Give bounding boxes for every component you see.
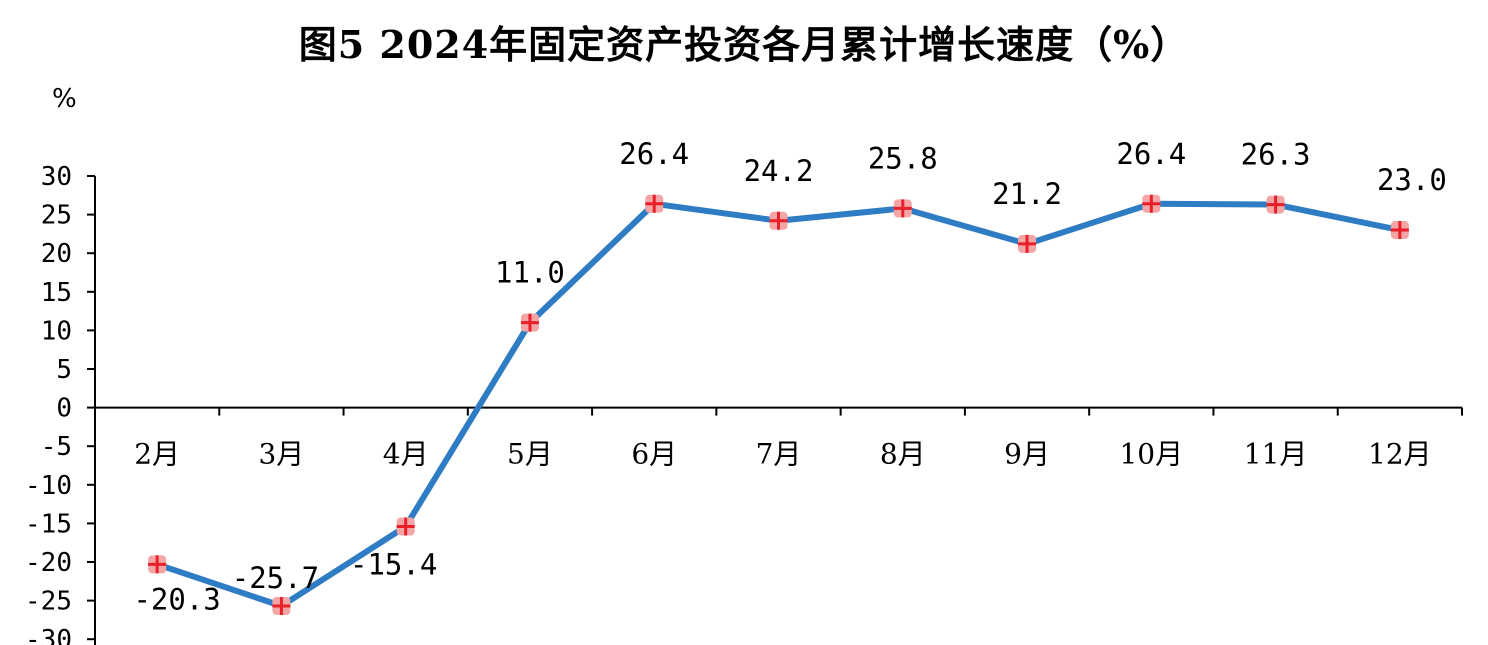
data-markers: [148, 194, 1409, 616]
data-label: 26.4: [619, 137, 689, 171]
data-point-marker: [1018, 234, 1037, 253]
y-tick-label: 5: [56, 355, 72, 385]
x-tick-label: 8月: [880, 438, 926, 471]
data-label: 26.4: [1116, 137, 1186, 171]
y-tick-label: -25: [25, 587, 72, 617]
data-point-marker: [1142, 194, 1161, 213]
x-tick-label: 9月: [1004, 438, 1050, 471]
data-label: 25.8: [868, 141, 938, 175]
data-label: -15.4: [350, 547, 437, 581]
y-tick-label: -5: [41, 432, 72, 462]
data-point-marker: [893, 199, 912, 218]
y-tick-label: -15: [25, 509, 72, 539]
x-tick-label: 3月: [258, 438, 304, 471]
data-label: -25.7: [232, 561, 319, 595]
data-point-marker: [148, 555, 167, 574]
data-point-marker: [1266, 195, 1285, 214]
x-tick-label: 7月: [756, 438, 802, 471]
y-tick-label: -20: [25, 548, 72, 578]
y-tick-label: -30: [25, 625, 72, 645]
data-point-marker: [769, 211, 788, 230]
data-label: 11.0: [495, 256, 565, 290]
data-label: 21.2: [992, 177, 1062, 211]
data-label: 24.2: [744, 154, 814, 188]
y-axis-unit: %: [52, 84, 77, 114]
data-point-marker: [520, 313, 539, 332]
series-line: [154, 200, 1403, 610]
data-point-marker: [1390, 221, 1409, 240]
x-tick-label: 2月: [134, 438, 180, 471]
axes: 30 25 20 15 10 5 0 -5 -10 -15 -20 -25 -30 2月 3月 4月 5月 6月 7…: [25, 162, 1463, 645]
y-tick-label: 25: [41, 201, 72, 231]
data-label: 26.3: [1241, 138, 1311, 172]
series-polyline: [154, 200, 1403, 610]
y-tick-label: 10: [41, 316, 72, 346]
x-tick-label: 5月: [507, 438, 553, 471]
y-tick-label: 0: [56, 394, 72, 424]
data-point-marker: [645, 194, 664, 213]
data-point-marker: [272, 597, 291, 616]
x-tick-label: 6月: [631, 438, 677, 471]
x-tick-label: 10月: [1119, 438, 1183, 471]
y-tick-label: 15: [41, 278, 72, 308]
x-tick-label: 12月: [1368, 438, 1432, 471]
y-tick-label: 30: [41, 162, 72, 192]
data-point-marker: [396, 517, 415, 536]
y-tick-label: -10: [25, 471, 72, 501]
chart-title: 图5 2024年固定资产投资各月累计增长速度（%）: [298, 22, 1190, 67]
data-label: 23.0: [1377, 163, 1447, 197]
data-label: -20.3: [133, 582, 220, 616]
data-labels: -20.3 -25.7 -15.4 11.0 26.4 24.2 25.8 21.2 26.4 2…: [133, 137, 1446, 617]
x-tick-label: 11月: [1244, 438, 1308, 471]
x-tick-label: 4月: [383, 438, 429, 471]
y-tick-label: 20: [41, 239, 72, 269]
